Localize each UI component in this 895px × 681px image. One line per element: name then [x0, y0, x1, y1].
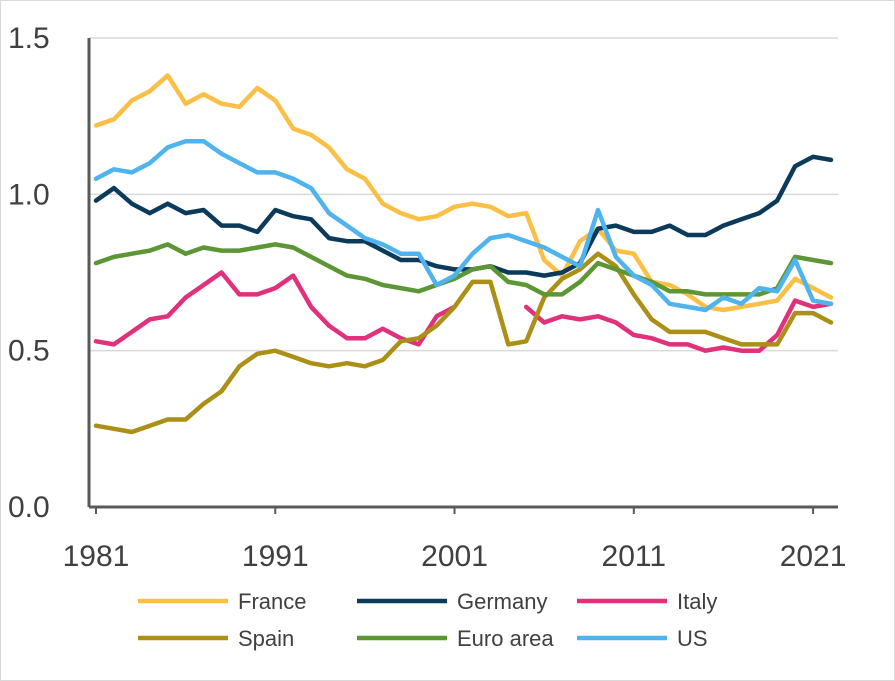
- y-tick-label: 0.5: [8, 335, 50, 368]
- legend-label: Germany: [457, 589, 547, 614]
- legend-label: France: [238, 589, 306, 614]
- x-tick-label: 2011: [602, 540, 667, 573]
- y-tick-label: 0.0: [8, 491, 50, 524]
- legend: France Germany Italy Spain Euro area US: [138, 589, 717, 651]
- legend-item-germany: Germany: [357, 589, 547, 614]
- legend-item-france: France: [138, 589, 306, 614]
- y-tick-label: 1.5: [8, 22, 50, 55]
- axes: [87, 38, 838, 509]
- series-line-spain: [93, 251, 834, 435]
- legend-item-euro-area: Euro area: [357, 626, 554, 651]
- series-line-euro-area: [93, 242, 834, 297]
- x-tick-label: 2021: [780, 540, 847, 573]
- legend-label: Euro area: [457, 626, 554, 651]
- legend-item-spain: Spain: [138, 626, 294, 651]
- series-line-germany: [93, 154, 834, 278]
- legend-label: Italy: [677, 589, 717, 614]
- gridlines: [89, 37, 838, 352]
- legend-label: Spain: [238, 626, 294, 651]
- y-axis-ticks: 0.0 0.5 1.0 1.5: [8, 22, 50, 524]
- legend-item-italy: Italy: [577, 589, 717, 614]
- x-tick-label: 1991: [242, 540, 309, 573]
- x-axis-ticks: 1981 1991 2001 2011 2021: [63, 507, 847, 573]
- y-tick-label: 1.0: [8, 178, 50, 211]
- series-lines: [93, 73, 834, 435]
- series-line-us: [93, 138, 834, 313]
- series-line-italy: [93, 270, 834, 353]
- x-tick-label: 2001: [421, 540, 488, 573]
- legend-item-us: US: [577, 626, 708, 651]
- x-tick-label: 1981: [63, 540, 130, 573]
- legend-label: US: [677, 626, 708, 651]
